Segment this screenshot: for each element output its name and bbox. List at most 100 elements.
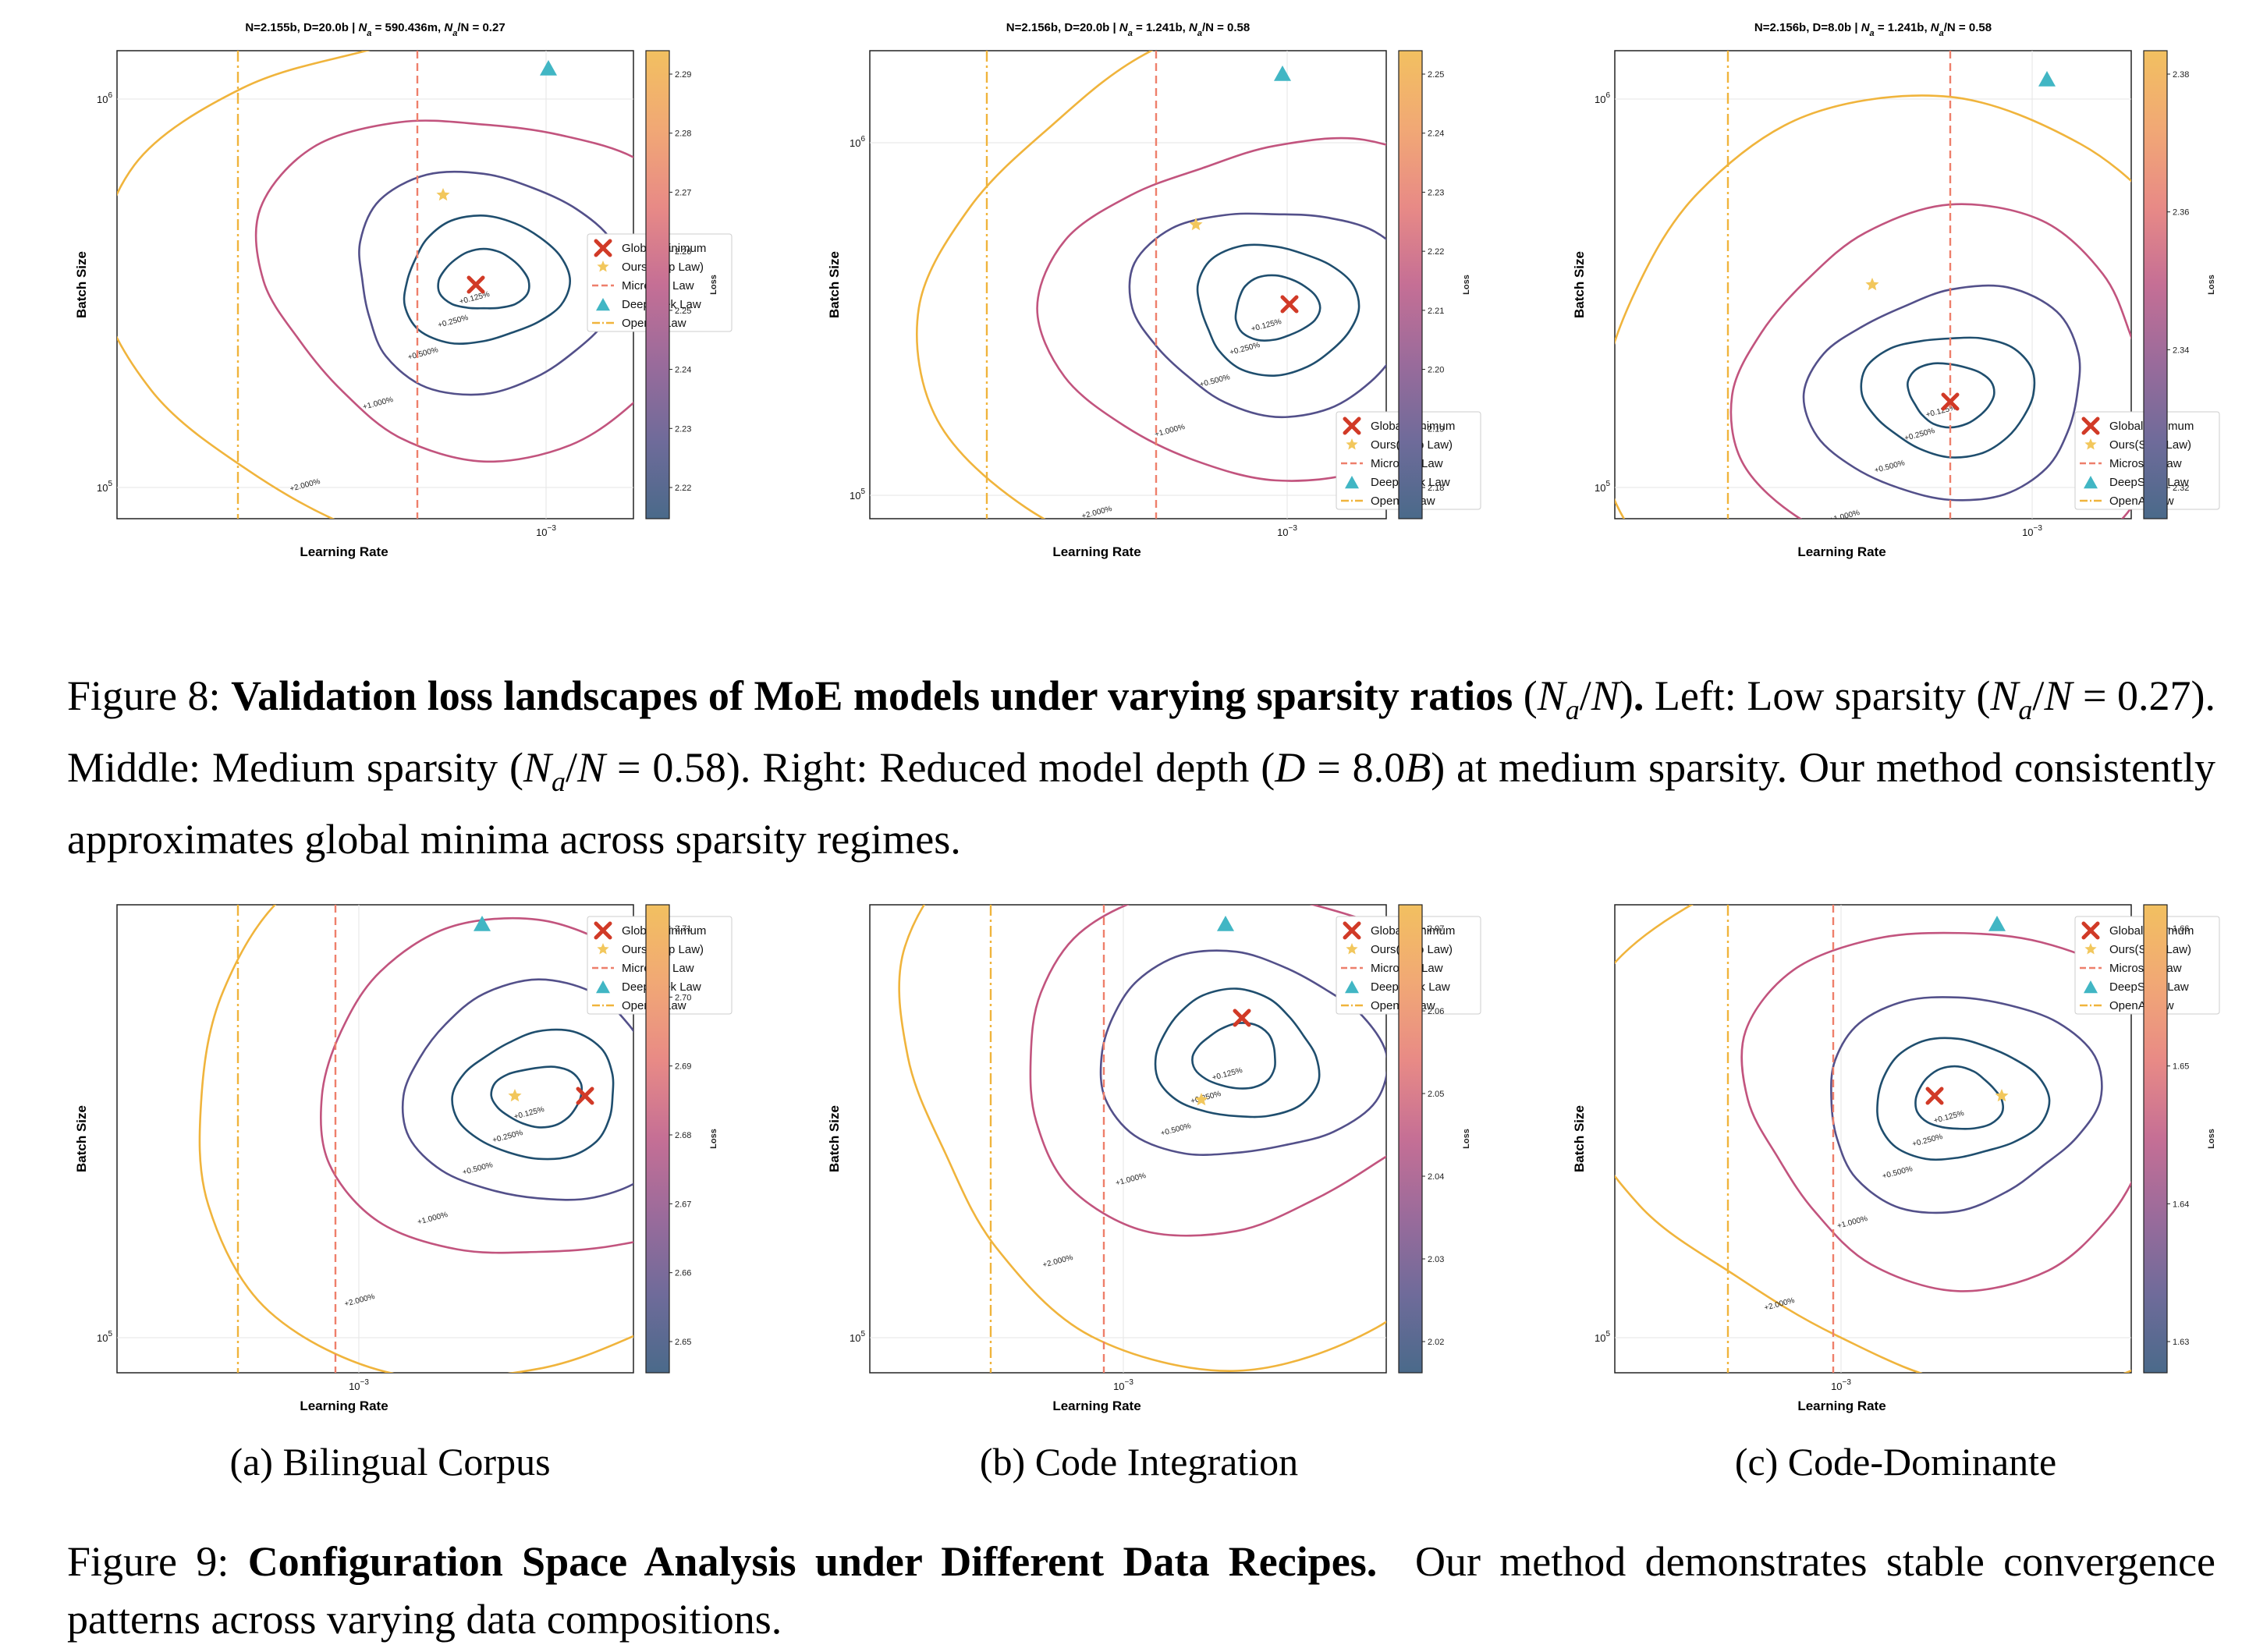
legend-deepseek-icon bbox=[1345, 476, 1359, 489]
y-axis-label: Batch Size bbox=[827, 251, 842, 318]
colorbar-tick-label: 2.69 bbox=[675, 1062, 691, 1072]
deepseek-law-marker bbox=[1988, 916, 2006, 931]
y-axis-label: Batch Size bbox=[1572, 251, 1587, 318]
figure8-caption-rest: Left: Low sparsity (Na/N = 0.27). Middle… bbox=[67, 672, 2215, 863]
legend-deepseek-icon bbox=[596, 298, 610, 311]
colorbar-tick-label: 2.70 bbox=[675, 993, 691, 1002]
colorbar-tick-label: 2.29 bbox=[675, 70, 691, 80]
plot-title: N=2.155b, D=20.0b | Na = 590.436m, Na/N … bbox=[245, 21, 505, 38]
contour-line bbox=[916, 51, 1154, 519]
colorbar-label: Loss bbox=[2207, 275, 2216, 295]
contour-line bbox=[1154, 987, 1321, 1118]
contour-line bbox=[451, 1028, 615, 1161]
deepseek-law-marker bbox=[540, 60, 557, 76]
x-axis-label: Learning Rate bbox=[300, 1399, 388, 1413]
colorbar-label: Loss bbox=[709, 1129, 718, 1149]
legend-deepseek-icon bbox=[596, 980, 610, 994]
contour-line bbox=[198, 905, 633, 1373]
contour-group: +0.125%+0.250%+0.500%+1.000%+2.000% bbox=[1615, 905, 2131, 1373]
plot-area bbox=[869, 904, 1387, 1374]
contour-line bbox=[1876, 1037, 2051, 1161]
contour-line bbox=[1099, 949, 1386, 1156]
contour-line bbox=[254, 119, 633, 463]
y-axis-label: Batch Size bbox=[827, 1105, 842, 1172]
colorbar-tick-label: 1.63 bbox=[2173, 1338, 2189, 1347]
y-tick-label: 106 bbox=[97, 91, 112, 105]
y-tick-label: 105 bbox=[97, 1330, 112, 1344]
colorbar-tick-label: 2.07 bbox=[1428, 924, 1444, 934]
plot-area bbox=[869, 50, 1387, 519]
colorbar-tick-label: 2.67 bbox=[675, 1200, 691, 1209]
colorbar bbox=[645, 50, 670, 519]
contour-line bbox=[1196, 243, 1360, 377]
deepseek-law-marker bbox=[2038, 71, 2056, 87]
colorbar-tick-label: 2.02 bbox=[1428, 1338, 1444, 1347]
colorbar-label: Loss bbox=[2207, 1129, 2216, 1149]
legend-global-minimum-icon bbox=[1343, 921, 1361, 940]
figure8-label: Figure 8: bbox=[67, 672, 232, 719]
colorbar bbox=[2143, 904, 2168, 1374]
ours-step-law-marker bbox=[436, 188, 450, 201]
x-tick-label: 10−3 bbox=[1113, 1378, 1133, 1392]
x-axis-label: Learning Rate bbox=[300, 544, 388, 559]
global-minimum-marker bbox=[466, 275, 485, 294]
legend-ours-icon bbox=[1346, 943, 1358, 955]
contour-line bbox=[1860, 336, 2036, 459]
colorbar-tick-label: 2.19 bbox=[1428, 424, 1444, 434]
y-tick-label: 105 bbox=[850, 487, 865, 502]
legend-global-minimum-icon bbox=[2081, 921, 2100, 940]
y-axis-label: Batch Size bbox=[74, 1105, 89, 1172]
x-tick-label: 10−3 bbox=[349, 1378, 369, 1392]
colorbar-tick-label: 2.34 bbox=[2173, 346, 2189, 355]
colorbar-tick-label: 2.05 bbox=[1428, 1090, 1444, 1099]
subcaption-a: (a) Bilingual Corpus bbox=[229, 1440, 551, 1484]
x-axis-label: Learning Rate bbox=[1052, 544, 1141, 559]
deepseek-law-marker bbox=[474, 916, 491, 931]
contour-line bbox=[490, 1065, 584, 1129]
legend-global-minimum-icon bbox=[2081, 417, 2100, 435]
legend-deepseek-icon bbox=[2084, 476, 2098, 489]
contour-line bbox=[1234, 274, 1321, 342]
figure8-panel-right: N=2.156b, D=8.0b | Na = 1.241b, Na/N = 0… bbox=[1521, 8, 2223, 569]
legend-global-minimum-icon bbox=[594, 239, 612, 257]
contour-line bbox=[437, 247, 530, 310]
deepseek-law-marker bbox=[1274, 66, 1291, 81]
figure9-caption: Figure 9: Configuration Space Analysis u… bbox=[67, 1533, 2215, 1648]
legend-global-minimum-icon bbox=[1343, 417, 1361, 435]
colorbar-tick-label: 2.23 bbox=[1428, 188, 1444, 197]
plot-title: N=2.156b, D=20.0b | Na = 1.241b, Na/N = … bbox=[1006, 21, 1250, 38]
colorbar-tick-label: 2.06 bbox=[1428, 1007, 1444, 1016]
colorbar-tick-label: 2.71 bbox=[675, 924, 691, 934]
x-axis-label: Learning Rate bbox=[1797, 544, 1885, 559]
figure9-label: Figure 9: bbox=[67, 1538, 248, 1585]
contour-line bbox=[1128, 212, 1386, 419]
colorbar bbox=[1398, 50, 1423, 519]
plot-area bbox=[116, 50, 634, 519]
colorbar-tick-label: 2.18 bbox=[1428, 484, 1444, 493]
x-axis-label: Learning Rate bbox=[1797, 1399, 1885, 1413]
figure8-panel-middle: N=2.156b, D=20.0b | Na = 1.241b, Na/N = … bbox=[768, 8, 1502, 569]
figure9-caption-rest: Our method demonstrates stable convergen… bbox=[67, 1538, 2216, 1643]
colorbar-tick-label: 2.68 bbox=[675, 1131, 691, 1140]
subcaption-b: (b) Code Integration bbox=[979, 1440, 1299, 1484]
ours-step-law-marker bbox=[508, 1089, 522, 1102]
ours-step-law-marker bbox=[1189, 218, 1203, 231]
colorbar-tick-label: 2.24 bbox=[675, 366, 691, 375]
colorbar-tick-label: 2.03 bbox=[1428, 1255, 1444, 1264]
legend-global-minimum-icon bbox=[594, 921, 612, 940]
colorbar-tick-label: 2.22 bbox=[675, 484, 691, 493]
colorbar-tick-label: 2.27 bbox=[675, 188, 691, 197]
ours-step-law-marker bbox=[1865, 278, 1879, 291]
contour-line bbox=[358, 170, 624, 396]
y-tick-label: 106 bbox=[850, 135, 865, 149]
figure8-bold-math: (Na/N). bbox=[1523, 672, 1644, 725]
colorbar-tick-label: 1.65 bbox=[2173, 1062, 2189, 1072]
contour-line bbox=[1830, 996, 2103, 1214]
colorbar-label: Loss bbox=[1462, 1129, 1471, 1149]
ours-step-law-marker bbox=[1995, 1089, 2009, 1102]
y-axis-label: Batch Size bbox=[74, 251, 89, 318]
y-tick-label: 106 bbox=[1595, 91, 1610, 105]
colorbar-tick-label: 2.22 bbox=[1428, 247, 1444, 257]
colorbar-tick-label: 2.65 bbox=[675, 1338, 691, 1347]
colorbar-tick-label: 2.26 bbox=[675, 247, 691, 257]
